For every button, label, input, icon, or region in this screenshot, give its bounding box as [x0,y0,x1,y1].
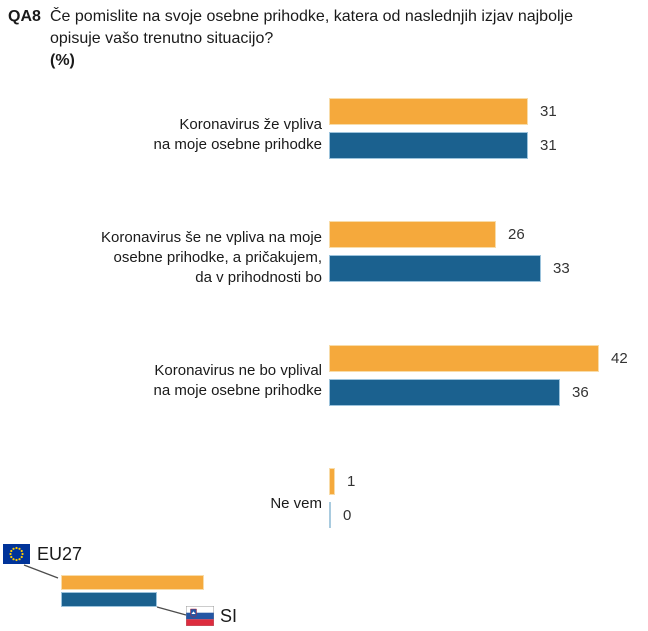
bar-eu27-2 [329,344,599,372]
legend-bar-eu27 [61,575,204,590]
bar-si-2 [329,378,560,406]
legend-label-eu27: EU27 [37,544,83,564]
question-code: QA8 [8,8,41,25]
unit-label: (%) [50,52,75,69]
category-label-1: Koronavirus še ne vpliva na moje osebne p… [101,228,322,286]
value-label-eu27-0: 31 [540,103,557,120]
bar-si-0 [329,132,528,159]
bar-eu27-1 [329,221,496,249]
question-text-line1: Če pomislite na svoje osebne prihodke, k… [50,8,573,25]
value-label-si-3: 0 [343,506,352,524]
legend-label-si: SI [220,606,238,626]
value-label-si-2: 36 [572,383,589,401]
bar-si-3 [329,501,331,528]
si-flag-icon [186,606,214,626]
value-label-eu27-3: 1 [347,472,356,490]
question-text-line2: opisuje vašo trenutno situacijo? [50,30,274,47]
legend: EU27 SI [0,540,280,631]
eu-flag-icon [3,544,30,564]
value-label-eu27-1: 26 [508,226,525,244]
legend-connector-lines [23,564,187,616]
value-label-si-0: 31 [540,137,557,154]
category-label-0: Koronavirus že vpliva na moje osebne prih… [153,115,322,153]
category-label-2: Koronavirus ne bo vplival na moje osebne … [153,362,322,400]
question-text: Če pomislite na svoje osebne prihodke, k… [50,6,573,72]
bar-eu27-3 [329,467,335,495]
category-label-3: Ne vem [270,495,322,513]
bar-si-1 [329,255,541,283]
value-label-si-1: 33 [553,260,570,278]
legend-bar-si [61,592,157,607]
value-label-eu27-2: 42 [611,349,628,367]
chart-title: QA8 Če pomislite na svoje osebne prihodk… [8,6,644,72]
bar-eu27-0 [329,98,528,125]
